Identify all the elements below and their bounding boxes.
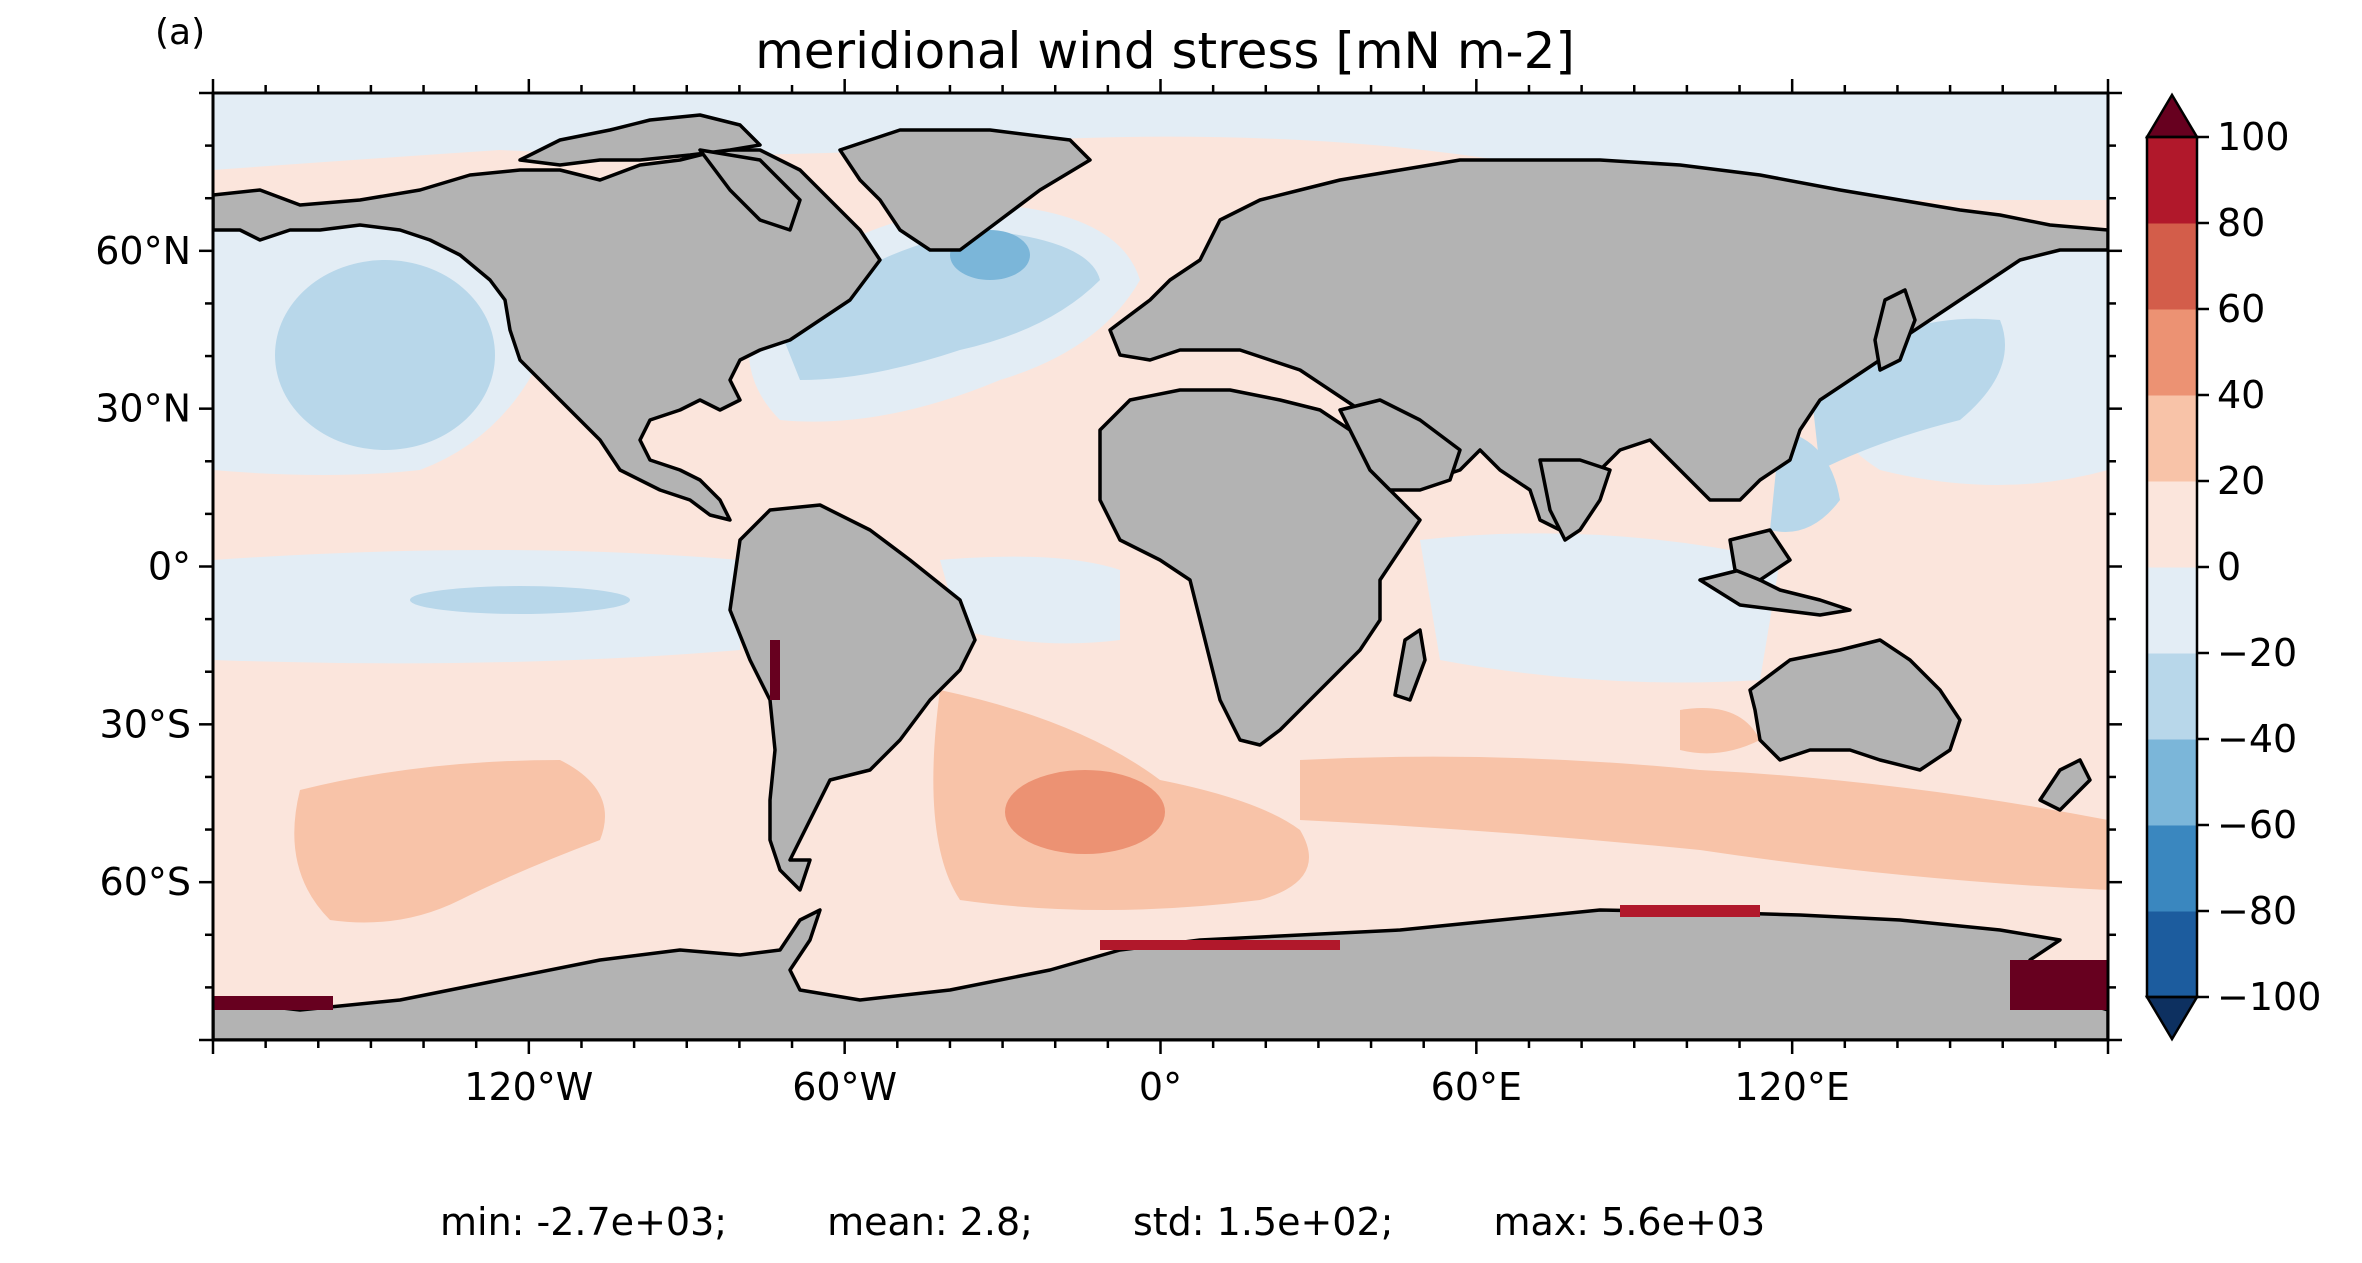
colorbar-tick-label: 100 xyxy=(2217,115,2290,159)
colorbar-segment xyxy=(2147,567,2197,654)
stat-mean: mean: 2.8; xyxy=(827,1200,1033,1244)
colorbar-segment xyxy=(2147,739,2197,826)
baffin-island xyxy=(698,148,802,232)
lon-tick-label: 120°E xyxy=(1734,1065,1850,1109)
colorbar-segment xyxy=(2147,223,2197,310)
lon-tick-label: 60°W xyxy=(792,1065,897,1109)
map-title-text: meridional wind stress [mN m-2] xyxy=(755,22,1575,80)
colorbar-tick-label: −100 xyxy=(2217,975,2321,1019)
field-eq-neg-strip xyxy=(410,586,630,614)
stat-max: max: 5.6e+03 xyxy=(1493,1200,1766,1244)
wind-stress-field xyxy=(213,93,2108,923)
japan xyxy=(1873,288,1917,372)
colorbar-tick-label: −20 xyxy=(2217,631,2297,675)
hotspot-antarctica-weddell xyxy=(1100,940,1340,950)
colorbar-tick-label: −80 xyxy=(2217,889,2297,933)
hotspot-antarctica-ross xyxy=(2010,960,2108,1010)
lon-tick-label: 0° xyxy=(1139,1065,1182,1109)
colorbar-segment xyxy=(2147,395,2197,482)
colorbar-segment xyxy=(2147,911,2197,998)
colorbar-segment xyxy=(2147,309,2197,396)
field-sind-pos xyxy=(1300,756,2108,890)
lat-tick-label: 30°N xyxy=(95,387,191,431)
map-title: meridional wind stress [mN m-2] xyxy=(0,22,2362,80)
colorbar-segment xyxy=(2147,137,2197,224)
field-eq-neg-atl xyxy=(940,556,1120,644)
arabia xyxy=(1338,398,1462,492)
hotspot-antarctica-west xyxy=(213,996,333,1010)
colorbar: −100 −80 −60 −40 −20 0 20 40 60 80 100 xyxy=(2144,92,2321,1042)
colorbar-segment xyxy=(2147,825,2197,912)
australia xyxy=(1748,638,1962,772)
lat-tick-label: 60°S xyxy=(100,860,191,904)
field-npac-neg2 xyxy=(275,260,495,450)
lon-tick-label: 120°W xyxy=(464,1065,593,1109)
colorbar-tick-label: 60 xyxy=(2217,287,2265,331)
colorbar-tick-label: −60 xyxy=(2217,803,2297,847)
lat-tick-label: 30°S xyxy=(100,702,191,746)
lon-tick-label: 60°E xyxy=(1431,1065,1522,1109)
south-america xyxy=(728,503,977,892)
colorbar-segment xyxy=(2147,653,2197,740)
north-america xyxy=(213,148,882,522)
colorbar-segment xyxy=(2147,481,2197,568)
new-zealand xyxy=(2038,758,2092,812)
africa xyxy=(1098,388,1422,747)
hotspot-chile xyxy=(770,640,780,700)
stats-line: min: -2.7e+03; mean: 2.8; std: 1.5e+02; max… xyxy=(440,1200,1765,1244)
colorbar-tick-label: 80 xyxy=(2217,201,2265,245)
borneo xyxy=(1728,528,1792,582)
colorbar-under-triangle xyxy=(2144,995,2200,1042)
india xyxy=(1538,458,1612,542)
lon-axis: 120°W 60°W 0° 60°E 120°E xyxy=(211,79,2110,1109)
colorbar-tick-label: 0 xyxy=(2217,545,2241,589)
stat-min: min: -2.7e+03; xyxy=(440,1200,728,1244)
colorbar-tick-label: −40 xyxy=(2217,717,2297,761)
hotspot-antarctica-east xyxy=(1620,905,1760,917)
map xyxy=(213,93,2108,1040)
stat-std: std: 1.5e+02; xyxy=(1132,1200,1394,1244)
lat-axis: 60°N 30°N 0° 30°S 60°S xyxy=(95,91,2122,1042)
greenland xyxy=(838,128,1092,252)
madagascar xyxy=(1393,628,1427,702)
field-eq-neg-ind xyxy=(1420,533,1780,683)
land xyxy=(213,113,2108,1040)
field-spac-pos xyxy=(294,760,605,923)
lat-tick-label: 0° xyxy=(148,545,191,589)
colorbar-over-triangle xyxy=(2144,92,2200,139)
field-sind-pos2 xyxy=(1680,708,1760,754)
colorbar-tick-label: 20 xyxy=(2217,459,2265,503)
field-satl-pos2 xyxy=(1005,770,1165,854)
lat-tick-label: 60°N xyxy=(95,229,191,273)
colorbar-tick-label: 40 xyxy=(2217,373,2265,417)
coastal-hotspots xyxy=(213,640,2108,1010)
panel-label: (a) xyxy=(155,12,206,53)
